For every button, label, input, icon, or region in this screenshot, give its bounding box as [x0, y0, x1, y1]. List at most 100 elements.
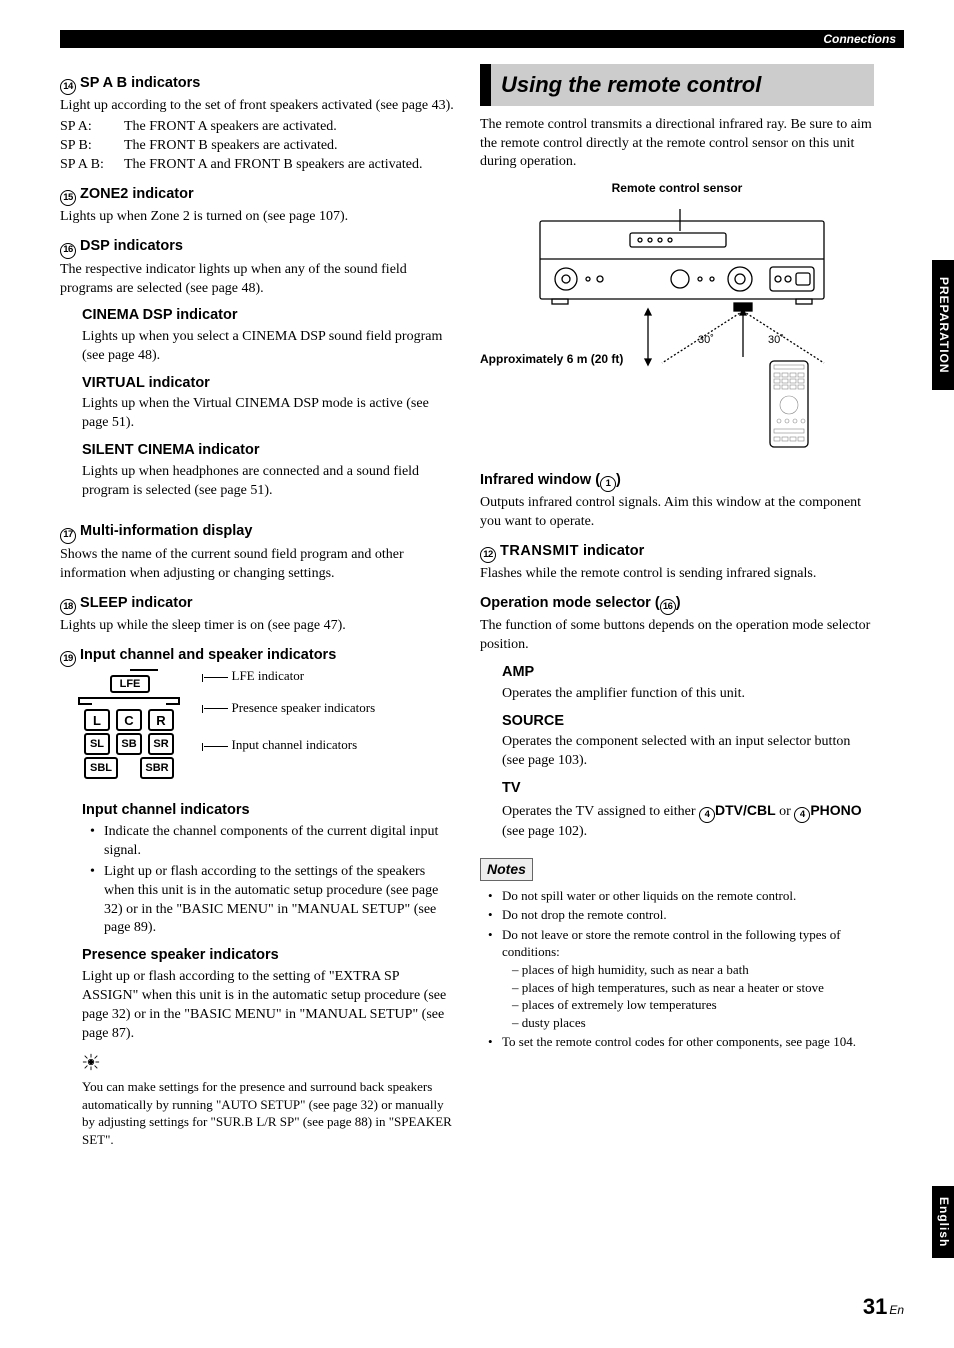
circled-number-16b: 16	[660, 599, 676, 615]
list-item: Do not leave or store the remote control…	[492, 926, 874, 1031]
item-16-title: DSP indicators	[80, 238, 183, 254]
sp-a-label: SP A:	[60, 118, 124, 137]
dtv-cbl: DTV/CBL	[715, 802, 776, 818]
infra-title-a: Infrared window (	[480, 472, 600, 488]
circled-number-14: 14	[60, 79, 76, 95]
transmit-body: Flashes while the remote control is send…	[480, 565, 874, 584]
c-box: C	[116, 709, 142, 731]
item-18-heading: 18 SLEEP indicator	[60, 594, 454, 615]
channel-diagram: LFE L C R SL SB SR SBL SBR	[78, 675, 188, 785]
circled-number-4b: 4	[794, 807, 810, 823]
item-17-body: Shows the name of the current sound fiel…	[60, 546, 454, 584]
sb-box: SB	[116, 733, 142, 755]
list-item: Do not drop the remote control.	[492, 906, 874, 924]
header-section-label: Connections	[60, 30, 904, 48]
page-number-suffix: En	[889, 1303, 904, 1317]
item-16-body: The respective indicator lights up when …	[60, 261, 454, 299]
l-box: L	[84, 709, 110, 731]
tv-b2: (see page 102).	[502, 824, 587, 839]
note-conditions: Do not leave or store the remote control…	[502, 927, 841, 960]
input-ch-ind-title: Input channel indicators	[82, 801, 454, 821]
transmit-heading: 12 TRANSMIT indicator	[480, 542, 874, 563]
side-tab-preparation: PREPARATION	[932, 260, 954, 390]
diagram-legend: LFE indicator Presence speaker indicator…	[204, 667, 376, 764]
sbl-box: SBL	[84, 757, 118, 779]
presence-legend: Presence speaker indicators	[232, 700, 376, 715]
amp-body: Operates the amplifier function of this …	[502, 685, 874, 704]
source-body: Operates the component selected with an …	[502, 733, 874, 771]
transmit-suffix: indicator	[579, 543, 644, 559]
side-tab-english: English	[932, 1186, 954, 1258]
item-14-heading: 14 SP A B indicators	[60, 74, 454, 95]
lfe-legend: LFE indicator	[232, 668, 305, 683]
transmit-brand: TRANSMIT	[500, 543, 579, 559]
item-15-body: Lights up when Zone 2 is turned on (see …	[60, 208, 454, 227]
angle-left: 30˚	[698, 333, 714, 348]
sr-box: SR	[148, 733, 174, 755]
sbr-box: SBR	[140, 757, 174, 779]
cinema-dsp-body: Lights up when you select a CINEMA DSP s…	[82, 328, 454, 366]
item-16-heading: 16 DSP indicators	[60, 237, 454, 258]
sp-b-text: The FRONT B speakers are activated.	[124, 137, 338, 156]
section-title: Using the remote control	[480, 64, 874, 106]
item-15-heading: 15 ZONE2 indicator	[60, 185, 454, 206]
virtual-body: Lights up when the Virtual CINEMA DSP mo…	[82, 395, 454, 433]
infrared-body: Outputs infrared control signals. Aim th…	[480, 494, 874, 532]
cinema-dsp-title: CINEMA DSP indicator	[82, 306, 454, 326]
circled-number-17: 17	[60, 528, 76, 544]
circled-number-16: 16	[60, 243, 76, 259]
sp-ab-text: The FRONT A and FRONT B speakers are act…	[124, 156, 422, 175]
item-18-title: SLEEP indicator	[80, 595, 193, 611]
amp-title: AMP	[502, 663, 874, 683]
item-19-heading: 19 Input channel and speaker indicators	[60, 646, 454, 667]
list-item: places of high temperatures, such as nea…	[512, 979, 874, 997]
item-14-title: SP A B indicators	[80, 75, 200, 91]
left-column: 14 SP A B indicators Light up according …	[60, 64, 454, 1150]
item-14-body: Light up according to the set of front s…	[60, 97, 454, 116]
lfe-box: LFE	[110, 675, 150, 693]
sl-box: SL	[84, 733, 110, 755]
page-number: 31En	[863, 1294, 904, 1320]
opmode-body: The function of some buttons depends on …	[480, 617, 874, 655]
list-item: Indicate the channel components of the c…	[94, 823, 454, 861]
item-17-title: Multi-information display	[80, 523, 252, 539]
notes-block: Notes Do not spill water or other liquid…	[480, 844, 874, 1051]
list-item: places of high humidity, such as near a …	[512, 961, 874, 979]
opmode-title-a: Operation mode selector (	[480, 595, 660, 611]
right-column: Using the remote control The remote cont…	[480, 64, 874, 1150]
virtual-title: VIRTUAL indicator	[82, 374, 454, 394]
circled-number-12: 12	[480, 547, 496, 563]
opmode-heading: Operation mode selector (16)	[480, 594, 874, 615]
circled-number-4: 4	[699, 807, 715, 823]
silent-body: Lights up when headphones are connected …	[82, 463, 454, 501]
sp-ab-label: SP A B:	[60, 156, 124, 175]
list-item: Do not spill water or other liquids on t…	[492, 887, 874, 905]
tv-or: or	[776, 804, 795, 819]
item-15-title: ZONE2 indicator	[80, 186, 194, 202]
phono: PHONO	[810, 802, 861, 818]
notes-label: Notes	[480, 858, 533, 881]
r-box: R	[148, 709, 174, 731]
silent-title: SILENT CINEMA indicator	[82, 441, 454, 461]
sp-row: SP B:The FRONT B speakers are activated.	[60, 137, 454, 156]
receiver-diagram-icon	[480, 203, 874, 453]
input-ch-list: Indicate the channel components of the c…	[82, 823, 454, 938]
infra-title-b: )	[616, 472, 621, 488]
sp-b-label: SP B:	[60, 137, 124, 156]
distance-label: Approximately 6 m (20 ft)	[480, 351, 623, 367]
circled-number-1: 1	[600, 476, 616, 492]
tv-title: TV	[502, 779, 874, 799]
input-legend: Input channel indicators	[232, 737, 358, 752]
circled-number-19: 19	[60, 651, 76, 667]
sp-row: SP A:The FRONT A speakers are activated.	[60, 118, 454, 137]
list-item: places of extremely low temperatures	[512, 996, 874, 1014]
tip-text: You can make settings for the presence a…	[82, 1078, 454, 1148]
sp-a-text: The FRONT A speakers are activated.	[124, 118, 337, 137]
opmode-title-b: )	[676, 595, 681, 611]
remote-intro: The remote control transmits a direction…	[480, 116, 874, 173]
circled-number-15: 15	[60, 190, 76, 206]
remote-figure: Approximately 6 m (20 ft) 30˚ 30˚	[480, 203, 874, 453]
list-item: To set the remote control codes for othe…	[492, 1033, 874, 1051]
angle-right: 30˚	[768, 333, 784, 348]
presence-body: Light up or flash according to the setti…	[82, 968, 454, 1044]
